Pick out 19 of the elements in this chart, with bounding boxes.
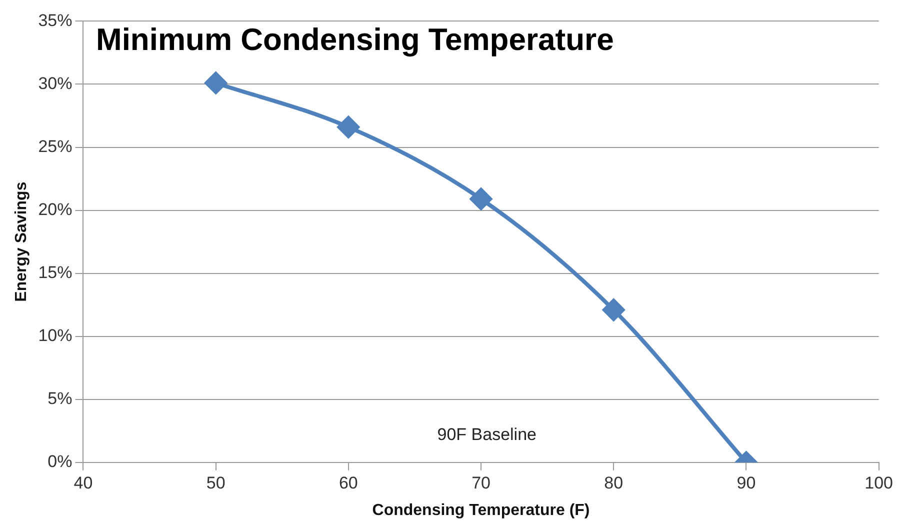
y-tick-label: 5%: [48, 389, 72, 408]
x-tick-label: 50: [206, 473, 226, 492]
annotation: 90F Baseline: [437, 425, 536, 444]
x-tick-label: 100: [864, 473, 894, 492]
y-axis-title: Energy Savings: [13, 182, 30, 302]
x-tick-label: 90: [736, 473, 756, 492]
y-tick-label: 0%: [48, 452, 72, 472]
y-tick-label: 20%: [38, 200, 72, 219]
x-tick-label: 40: [74, 473, 93, 492]
y-tick-label: 35%: [38, 10, 72, 30]
y-tick-label: 15%: [38, 263, 72, 282]
chart-title: Minimum Condensing Temperature: [96, 22, 614, 58]
y-tick-label: 30%: [38, 74, 72, 93]
y-tick-label: 10%: [38, 326, 72, 346]
x-tick-label: 80: [604, 473, 624, 492]
x-tick-label: 70: [472, 473, 490, 492]
y-tick-label: 25%: [38, 136, 72, 156]
x-tick-label: 60: [338, 473, 358, 492]
x-axis-title: Condensing Temperature (F): [372, 502, 590, 519]
